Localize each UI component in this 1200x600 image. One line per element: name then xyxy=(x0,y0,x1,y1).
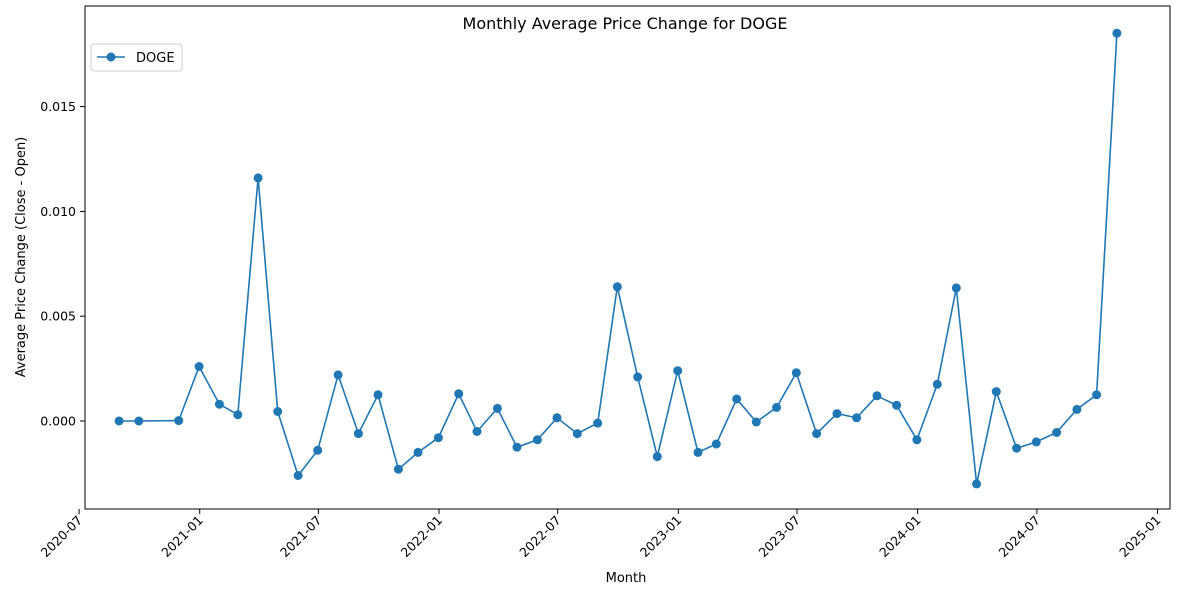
data-point xyxy=(214,399,224,409)
data-point xyxy=(433,433,443,443)
data-point xyxy=(972,479,982,489)
data-point xyxy=(114,416,124,426)
data-point xyxy=(612,282,622,292)
chart-title: Monthly Average Price Change for DOGE xyxy=(463,14,788,33)
data-point xyxy=(693,447,703,457)
data-point xyxy=(732,394,742,404)
doge-series-points xyxy=(114,28,1122,489)
data-point xyxy=(174,416,184,426)
y-axis-ticks: 0.000 0.005 0.010 0.015 xyxy=(40,99,85,428)
data-point xyxy=(633,372,643,382)
data-point xyxy=(1031,437,1041,447)
data-point xyxy=(991,387,1001,397)
y-tick-label: 0.005 xyxy=(40,309,76,324)
data-point xyxy=(812,429,822,439)
data-point xyxy=(532,435,542,445)
data-point xyxy=(273,407,283,416)
data-point xyxy=(751,417,761,427)
plot-area xyxy=(114,28,1122,489)
data-point xyxy=(791,368,801,378)
data-point xyxy=(1112,28,1122,38)
data-point xyxy=(233,410,243,420)
data-point xyxy=(1012,443,1022,453)
data-point xyxy=(472,427,482,436)
data-point xyxy=(711,439,721,449)
data-point xyxy=(353,429,363,439)
data-point xyxy=(593,418,603,428)
legend: DOGE xyxy=(90,43,183,72)
plot-frame xyxy=(84,5,1171,510)
data-point xyxy=(1092,390,1102,400)
data-point xyxy=(413,447,423,457)
data-point xyxy=(293,471,303,480)
data-point xyxy=(1052,428,1062,437)
data-point xyxy=(194,362,204,371)
data-point xyxy=(492,403,502,413)
data-point xyxy=(1072,404,1082,414)
data-point xyxy=(852,413,862,423)
data-point xyxy=(373,390,383,400)
y-tick-label: 0.000 xyxy=(40,413,76,428)
data-point xyxy=(512,442,522,452)
data-point xyxy=(912,435,922,445)
data-point xyxy=(393,464,403,474)
y-axis-label: Average Price Change (Close - Open) xyxy=(14,137,29,378)
data-point xyxy=(673,366,683,376)
data-point xyxy=(652,452,662,462)
data-point xyxy=(951,283,961,293)
data-point xyxy=(313,445,323,455)
data-point xyxy=(333,370,343,380)
legend-label-doge: DOGE xyxy=(136,51,175,66)
x-axis-label: Month xyxy=(606,571,647,586)
legend-marker-icon xyxy=(106,52,116,62)
data-point xyxy=(572,429,582,439)
legend-box xyxy=(90,43,183,72)
y-tick-label: 0.015 xyxy=(40,99,76,114)
data-point xyxy=(454,389,464,399)
data-point xyxy=(872,391,882,401)
data-point xyxy=(832,409,842,419)
data-point xyxy=(552,413,562,423)
data-point xyxy=(932,379,942,389)
data-point xyxy=(772,402,782,412)
data-point xyxy=(134,416,144,426)
data-point xyxy=(253,173,263,183)
data-point xyxy=(892,400,902,410)
y-tick-label: 0.010 xyxy=(40,204,76,219)
doge-series-line xyxy=(119,33,1118,485)
